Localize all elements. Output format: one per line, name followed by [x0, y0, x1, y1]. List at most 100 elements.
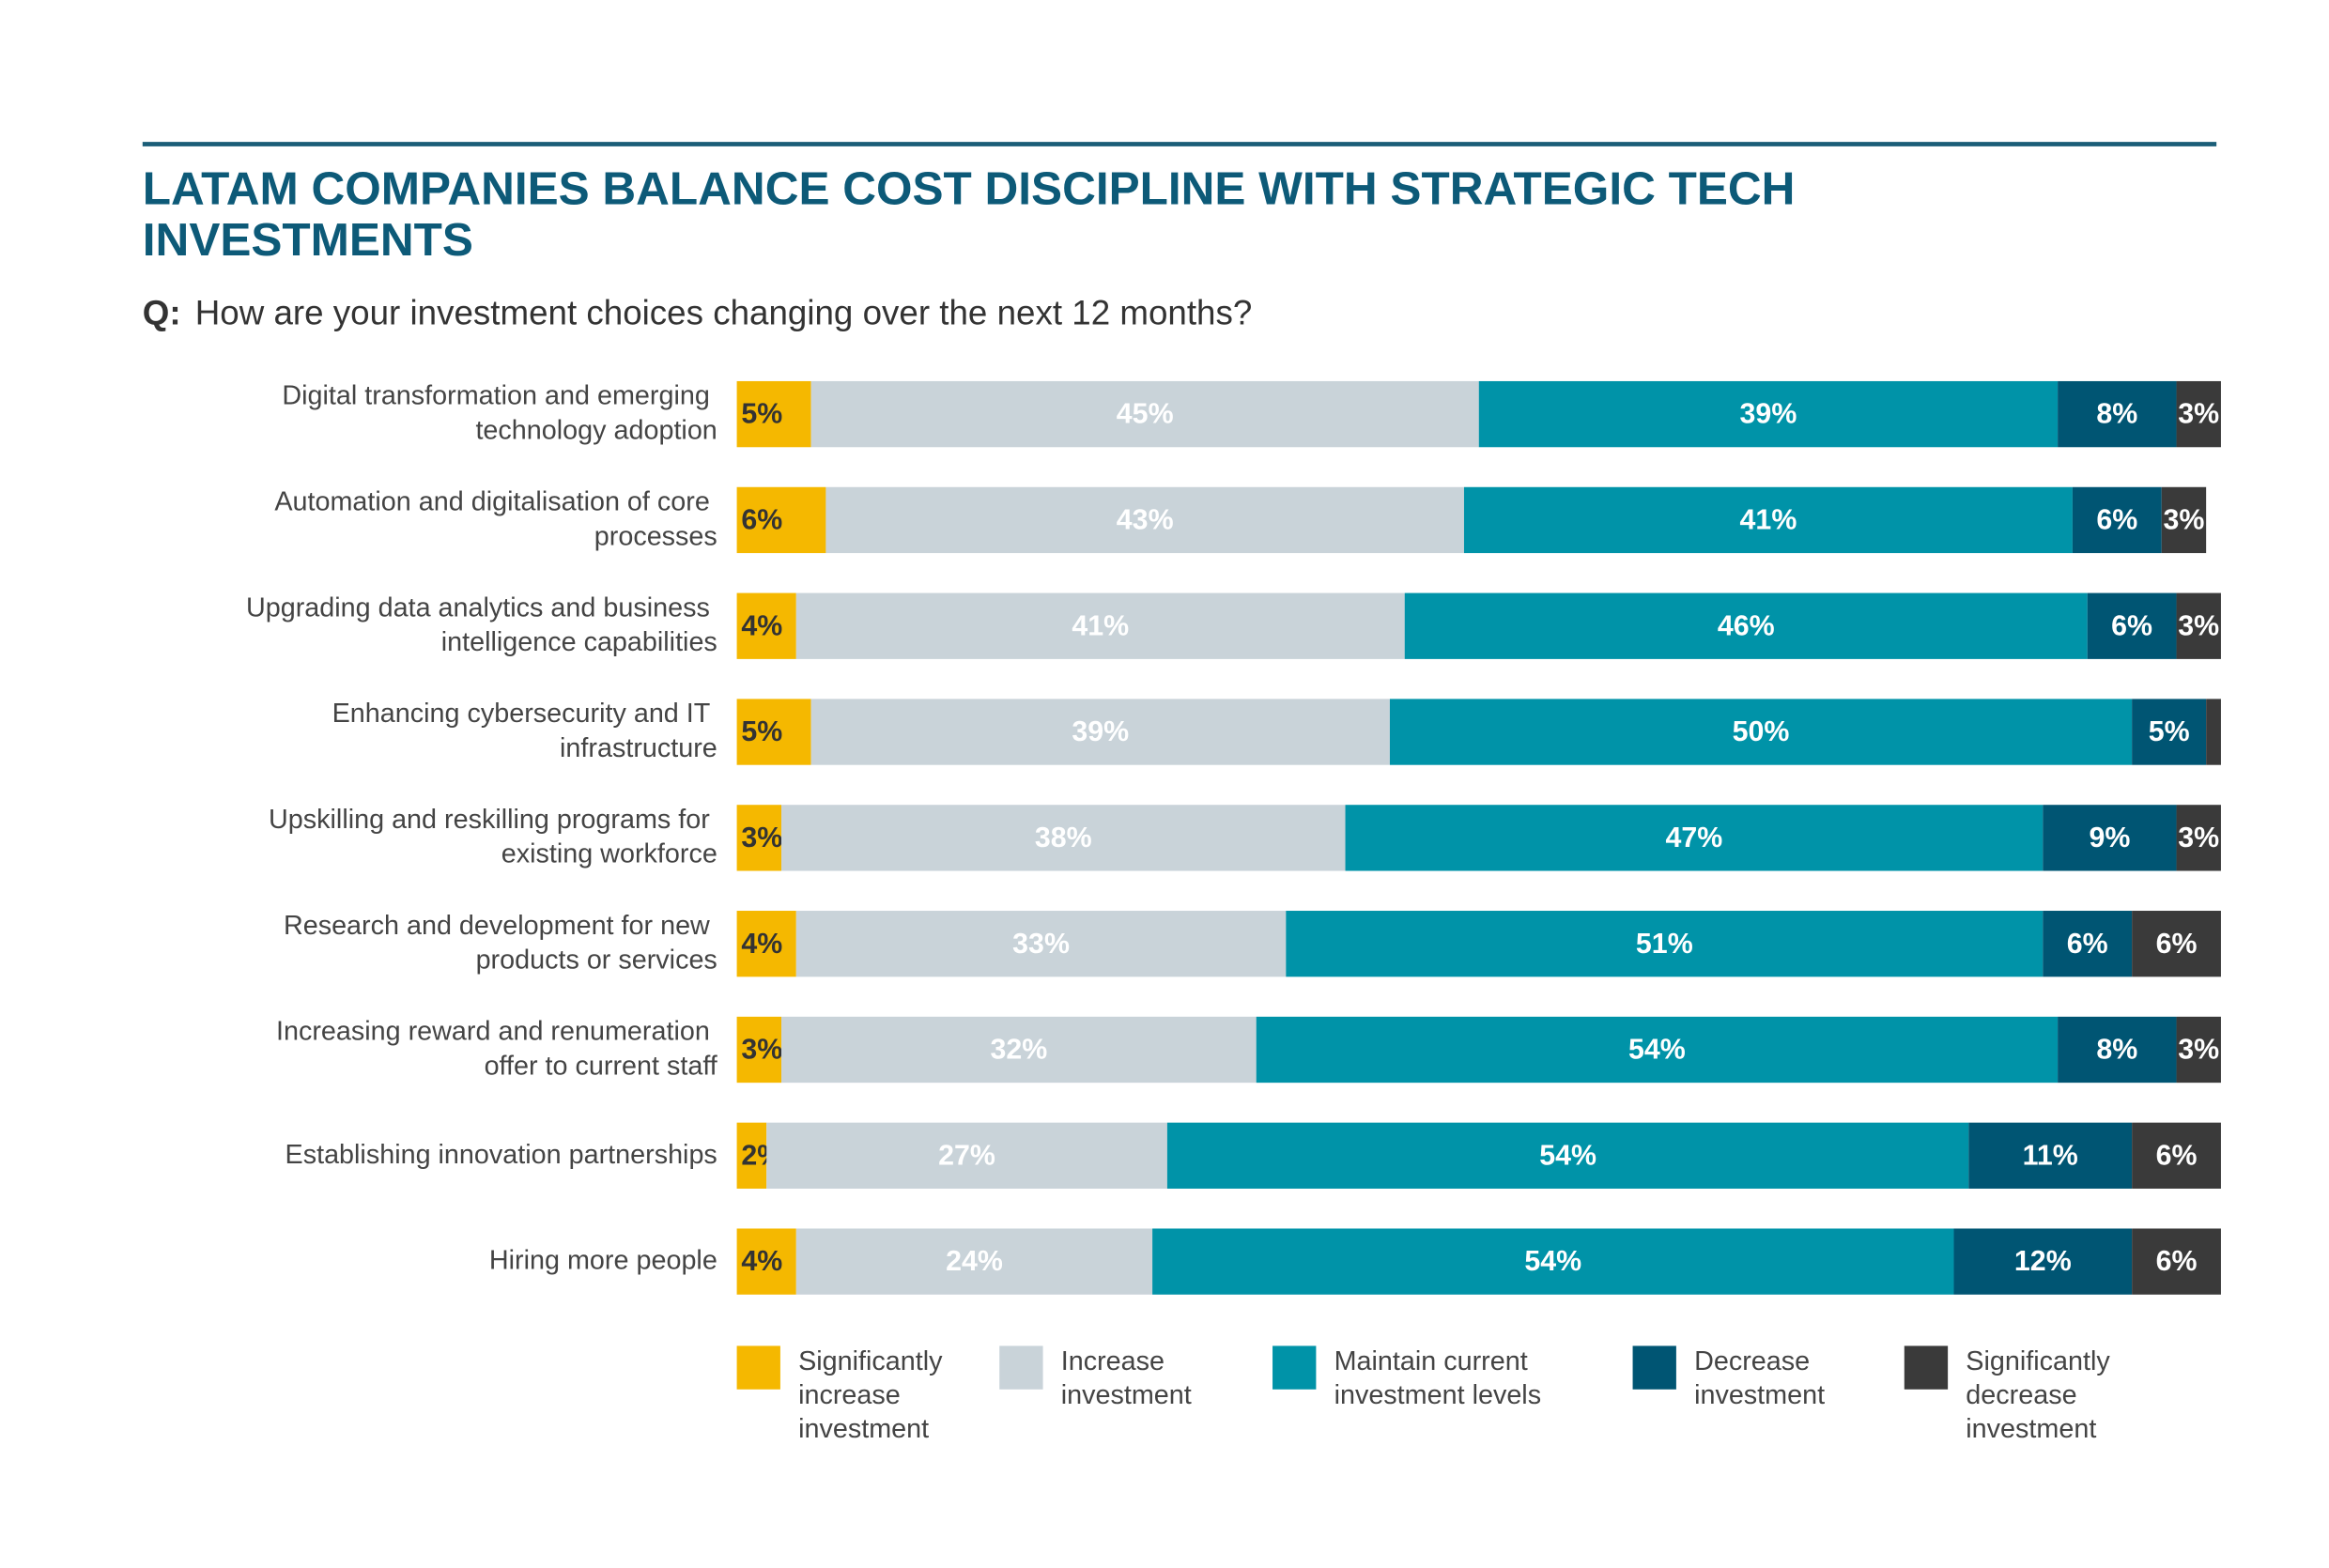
bar-segment	[1345, 805, 2044, 871]
legend-label: Increase investment	[1061, 1346, 1192, 1410]
value-label: 4%	[741, 1246, 782, 1277]
value-label: 24%	[946, 1246, 1003, 1277]
legend-label: Maintain current investment levels	[1334, 1346, 1542, 1410]
bar-segment	[2132, 1122, 2221, 1189]
legend-swatch	[1904, 1345, 1949, 1390]
value-label: 32%	[990, 1035, 1047, 1066]
value-label: 6%	[2096, 505, 2137, 536]
bar-segment	[1166, 1122, 1969, 1189]
bar-segment	[2206, 699, 2221, 765]
value-label: 12%	[2014, 1246, 2072, 1277]
category-label: Establishing innovation partnerships	[285, 1139, 717, 1169]
bar-segment	[1463, 486, 2073, 554]
value-label: 4%	[741, 929, 782, 960]
category-label: Hiring more people	[489, 1245, 717, 1275]
value-label: 39%	[1072, 716, 1129, 747]
value-label: 27%	[938, 1140, 995, 1171]
value-label: 8%	[2096, 399, 2137, 430]
value-label: 3%	[2178, 1035, 2219, 1066]
value-label: 3%	[741, 1035, 782, 1066]
bar-segment	[2132, 1228, 2221, 1295]
bar-segment	[2058, 1016, 2177, 1084]
legend-label: Significantly increase investment	[798, 1346, 949, 1444]
value-label: 51%	[1636, 929, 1693, 960]
bar-segment	[2176, 592, 2221, 659]
value-label: 3%	[2178, 822, 2219, 853]
value-label: 46%	[1718, 610, 1775, 641]
value-label: 3%	[741, 822, 782, 853]
bar-segment	[810, 380, 1479, 448]
bar-segment	[736, 592, 796, 659]
bar-segment	[795, 1228, 1153, 1295]
value-label: 5%	[741, 716, 782, 747]
bar-segment	[1478, 380, 2059, 448]
value-label: 9%	[2089, 822, 2130, 853]
bar-segment	[1968, 1122, 2133, 1189]
bar-segment	[736, 380, 811, 448]
category-label: Digital transformation and emerging tech…	[282, 380, 717, 445]
category-label: Enhancing cybersecurity and IT infrastru…	[332, 699, 717, 763]
bar-segment	[2132, 699, 2207, 765]
value-label: 4%	[741, 610, 782, 641]
value-label: 3%	[2178, 399, 2219, 430]
bar-segment	[1152, 1228, 1954, 1295]
bar-segment	[2087, 592, 2177, 659]
chart-title: LATAM COMPANIES BALANCE COST DISCIPLINE …	[143, 163, 1808, 266]
bar-segment	[780, 1016, 1257, 1084]
value-label: 41%	[1072, 610, 1129, 641]
bar-segment	[736, 1228, 796, 1295]
bar-segment	[736, 1122, 767, 1189]
legend-swatch	[736, 1345, 780, 1390]
bar-segment	[825, 486, 1464, 554]
bar-segment	[2176, 380, 2221, 448]
bar-segment	[795, 592, 1405, 659]
value-label: 3%	[2163, 505, 2204, 536]
bar-segment	[736, 1016, 781, 1084]
value-label: 5%	[741, 399, 782, 430]
value-label: 8%	[2096, 1035, 2137, 1066]
bar-segment	[1389, 699, 2133, 765]
bar-segment	[736, 486, 826, 554]
value-label: 6%	[2156, 1246, 2198, 1277]
value-label: 3%	[2178, 610, 2219, 641]
category-label: Automation and digitalisation of core pr…	[274, 486, 717, 551]
value-label: 39%	[1740, 399, 1797, 430]
bar-segment	[1404, 592, 2088, 659]
value-label: 5%	[2149, 716, 2190, 747]
legend-swatch	[999, 1345, 1043, 1390]
bar-segment	[2043, 805, 2177, 871]
question-label: Q:	[143, 293, 181, 331]
bar-segment	[736, 699, 811, 765]
bar-segment	[2176, 805, 2221, 871]
value-label: 43%	[1117, 505, 1174, 536]
value-label: 6%	[2111, 610, 2152, 641]
legend-label: Decrease investment	[1694, 1346, 1825, 1410]
bar-segment	[2176, 1016, 2221, 1084]
value-label: 45%	[1117, 399, 1174, 430]
bar-segment	[795, 911, 1287, 977]
bar-segment	[2072, 486, 2162, 554]
value-label: 6%	[2156, 1140, 2198, 1171]
bar-segment	[2043, 911, 2133, 977]
value-label: 50%	[1733, 716, 1790, 747]
value-label: 11%	[2023, 1140, 2078, 1171]
bar-segment	[766, 1122, 1167, 1189]
legend-swatch	[1632, 1345, 1676, 1390]
bar-segment	[736, 805, 781, 871]
legend-label: Significantly decrease investment	[1966, 1346, 2117, 1444]
category-label: Upskilling and reskilling programs for e…	[269, 805, 717, 869]
value-label: 38%	[1035, 822, 1092, 853]
category-label: Research and development for new product…	[284, 910, 717, 975]
chart-subtitle: How are your investment choices changing…	[195, 293, 1253, 331]
bar-segment	[2132, 911, 2221, 977]
value-label: 6%	[2067, 929, 2108, 960]
value-label: 6%	[2156, 929, 2198, 960]
value-label: 41%	[1740, 505, 1797, 536]
bar-segment	[780, 805, 1346, 871]
category-label: Increasing reward and renumeration offer…	[276, 1016, 718, 1081]
legend-swatch	[1272, 1345, 1317, 1390]
value-label: 6%	[741, 505, 782, 536]
value-label: 54%	[1524, 1246, 1581, 1277]
